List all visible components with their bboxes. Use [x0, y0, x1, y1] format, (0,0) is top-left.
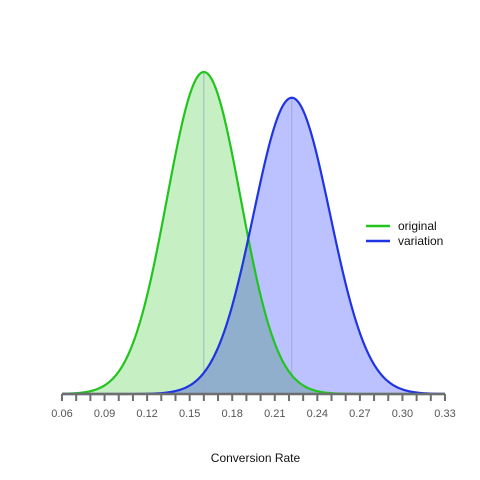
x-tick-label: 0.30: [392, 408, 413, 420]
density-areas: [62, 72, 445, 394]
x-tick-label: 0.12: [136, 408, 157, 420]
x-tick-label: 0.06: [51, 408, 72, 420]
area-original: [62, 72, 445, 394]
legend-label-variation: variation: [398, 234, 443, 248]
x-tick-label: 0.21: [264, 408, 285, 420]
x-axis-title: Conversion Rate: [211, 451, 301, 465]
legend-label-original: original: [398, 219, 437, 233]
x-tick-label: 0.18: [222, 408, 243, 420]
mean-lines: [203, 72, 293, 394]
x-tick-label: 0.27: [349, 408, 370, 420]
x-tick-label: 0.33: [434, 408, 455, 420]
overlap-area: [62, 240, 445, 394]
x-axis: [61, 392, 446, 401]
x-tick-label: 0.24: [307, 408, 328, 420]
x-tick-label: 0.15: [179, 408, 200, 420]
x-tick-label: 0.09: [94, 408, 115, 420]
area-variation: [62, 97, 445, 394]
x-tick-labels: 0.06 0.09 0.12 0.15 0.18 0.21 0.24 0.27 0.30 0.33: [51, 408, 455, 420]
